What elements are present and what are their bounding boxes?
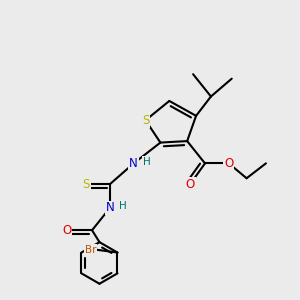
Text: S: S [142,114,149,127]
Text: O: O [185,178,195,191]
Text: Br: Br [85,244,97,255]
Text: N: N [106,202,114,214]
Text: H: H [143,157,151,167]
Text: S: S [82,178,90,191]
Text: O: O [62,224,71,237]
Text: H: H [119,202,127,212]
Text: O: O [224,157,233,170]
Text: N: N [129,157,138,170]
